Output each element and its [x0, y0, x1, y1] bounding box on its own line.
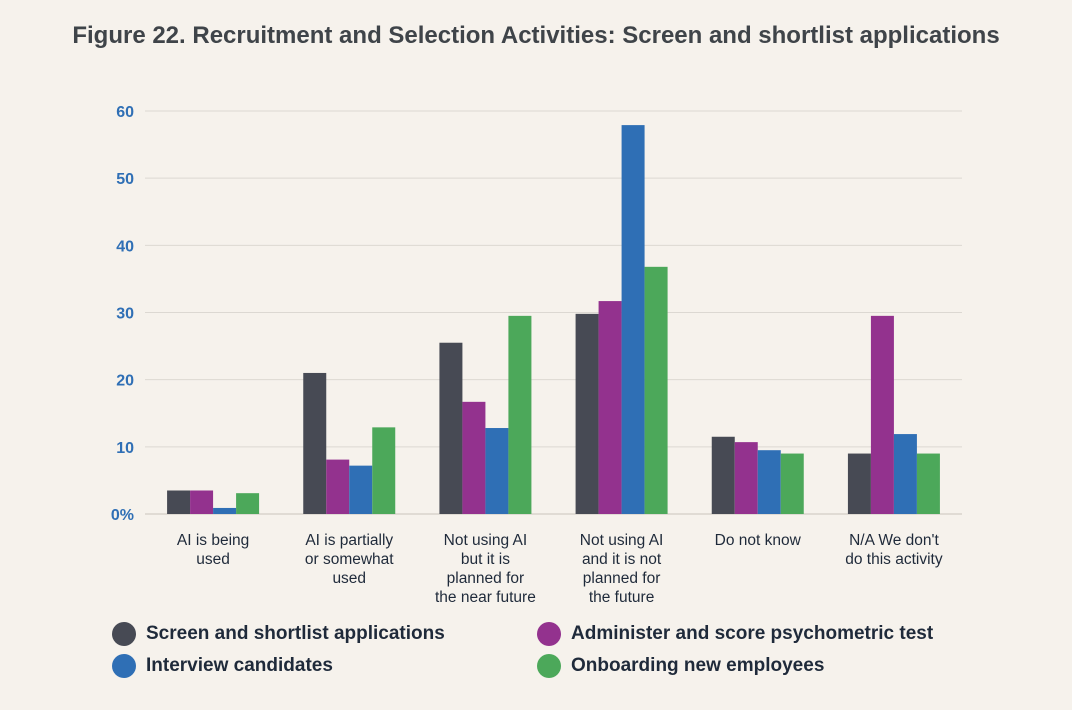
x-category-line: used: [332, 570, 366, 587]
x-category-label: N/A We don't do this activity: [845, 532, 943, 568]
x-category-line: do this activity: [845, 551, 943, 568]
bar: [575, 313, 599, 514]
y-axis-ticks: 0% 10 20 30 40 50 60: [111, 104, 134, 524]
y-tick-label: 60: [116, 104, 134, 121]
bar: [190, 490, 214, 514]
bar: [621, 125, 645, 514]
y-tick-label: 50: [116, 171, 134, 188]
x-category-line: used: [196, 551, 230, 568]
bar: [326, 459, 350, 514]
legend-item: Screen and shortlist applications: [112, 622, 537, 646]
legend-swatch: [537, 654, 561, 678]
bar: [598, 301, 622, 514]
bar: [213, 507, 237, 514]
y-tick-label: 40: [116, 238, 134, 255]
bar: [780, 453, 804, 514]
x-category-label: Not using AI but it is planned for the near…: [435, 532, 536, 606]
legend-swatch: [537, 622, 561, 646]
legend-item: Interview candidates: [112, 654, 537, 678]
x-category-line: planned for: [447, 570, 525, 587]
x-category-line: Not using AI: [580, 532, 664, 549]
bar: [711, 436, 735, 514]
legend-item: Onboarding new employees: [537, 654, 1007, 678]
bar: [167, 490, 191, 514]
bar: [916, 453, 940, 514]
x-category-line: AI is being: [177, 532, 249, 549]
bar: [372, 427, 396, 514]
bar: [893, 434, 917, 514]
y-tick-label: 10: [116, 440, 134, 457]
x-category-line: and it is not: [582, 551, 662, 568]
legend-label: Screen and shortlist applications: [146, 623, 445, 644]
x-category-label: AI is partially or somewhat used: [305, 532, 394, 587]
x-category-line: Do not know: [715, 532, 802, 549]
x-category-label: AI is being used: [177, 532, 249, 568]
legend-label: Administer and score psychometric test: [571, 623, 934, 644]
bar: [734, 442, 758, 514]
x-axis-categories: AI is being used AI is partially or somewha…: [177, 532, 943, 606]
bar: [870, 315, 894, 514]
x-category-line: AI is partially: [305, 532, 393, 549]
bar: [439, 342, 463, 514]
y-tick-label: 0%: [111, 507, 134, 524]
legend-label: Interview candidates: [146, 655, 333, 676]
x-category-line: or somewhat: [305, 551, 394, 568]
legend-swatch: [112, 622, 136, 646]
bar: [847, 453, 871, 514]
bars: [167, 125, 940, 514]
x-category-label: Do not know: [715, 532, 802, 549]
legend-label: Onboarding new employees: [571, 655, 825, 676]
bar: [757, 450, 781, 514]
y-tick-label: 30: [116, 306, 134, 323]
gridlines: [145, 110, 962, 515]
x-category-line: planned for: [583, 570, 661, 587]
bar: [644, 266, 668, 514]
x-category-label: Not using AI and it is not planned for the …: [580, 532, 664, 606]
x-category-line: the near future: [435, 589, 536, 606]
legend: Screen and shortlist applications Adminis…: [112, 622, 1012, 678]
y-tick-label: 20: [116, 373, 134, 390]
bar: [485, 428, 509, 514]
x-category-line: N/A We don't: [849, 532, 939, 549]
bar: [508, 315, 532, 514]
bar: [349, 465, 373, 514]
legend-swatch: [112, 654, 136, 678]
legend-item: Administer and score psychometric test: [537, 622, 1007, 646]
bar: [236, 493, 260, 514]
bar: [462, 401, 486, 514]
bar: [303, 372, 327, 514]
x-category-line: the future: [589, 589, 655, 606]
x-category-line: but it is: [461, 551, 510, 568]
x-category-line: Not using AI: [444, 532, 528, 549]
chart-title: Figure 22. Recruitment and Selection Act…: [72, 22, 1000, 49]
